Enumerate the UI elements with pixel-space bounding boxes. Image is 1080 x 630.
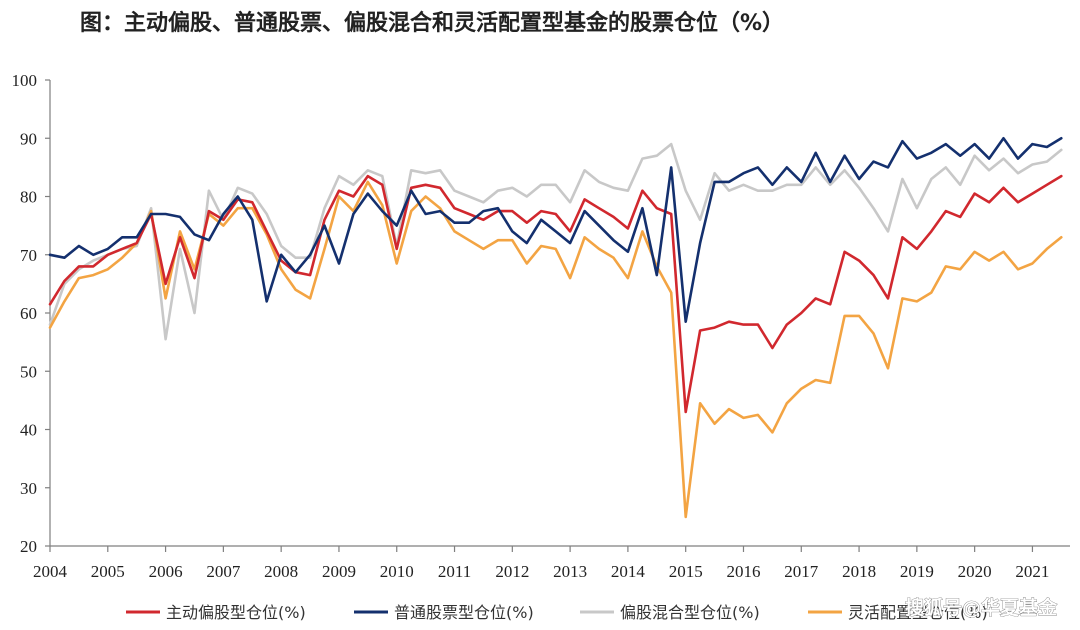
series-line-0 — [48, 174, 1063, 414]
legend-label-2: 偏股混合型仓位(%) — [620, 603, 760, 622]
y-tick-label: 80 — [20, 188, 37, 207]
x-tick-label: 2006 — [149, 562, 183, 581]
legend-label-1: 普通股票型仓位(%) — [394, 603, 534, 622]
y-tick-label: 40 — [20, 421, 37, 440]
x-tick-label: 2019 — [900, 562, 934, 581]
watermark: 搜狐号@华夏基金 — [905, 596, 1058, 619]
x-tick-label: 2017 — [784, 562, 819, 581]
x-tick-label: 2011 — [438, 562, 471, 581]
x-tick-label: 2021 — [1015, 562, 1049, 581]
chart-title: 图：主动偏股、普通股票、偏股混合和灵活配置型基金的股票仓位（%） — [80, 10, 784, 36]
y-tick-label: 50 — [20, 362, 37, 381]
x-tick-label: 2014 — [611, 562, 646, 581]
y-tick-label: 30 — [20, 479, 37, 498]
x-tick-label: 2013 — [553, 562, 587, 581]
x-tick-label: 2010 — [380, 562, 414, 581]
x-tick-label: 2004 — [33, 562, 68, 581]
x-tick-label: 2009 — [322, 562, 356, 581]
legend: 主动偏股型仓位(%) 普通股票型仓位(%) 偏股混合型仓位(%) 灵活配置型仓位(%) — [126, 603, 988, 622]
y-tick-label: 60 — [20, 304, 37, 323]
x-tick-label: 2018 — [842, 562, 876, 581]
axes: 20 30 40 50 60 70 80 90 100 2004 2005 2006 2007 2008 2… — [12, 71, 1070, 581]
y-tick-label: 90 — [20, 129, 37, 148]
x-tick-label: 2015 — [669, 562, 703, 581]
series-line-2 — [48, 142, 1063, 341]
x-tick-label: 2005 — [91, 562, 125, 581]
series-layer — [48, 137, 1063, 519]
x-tick-label: 2012 — [495, 562, 529, 581]
series-line-1 — [48, 137, 1063, 323]
y-tick-label: 20 — [20, 537, 37, 556]
legend-label-0: 主动偏股型仓位(%) — [166, 603, 306, 622]
x-tick-label: 2008 — [264, 562, 298, 581]
x-tick-label: 2020 — [958, 562, 992, 581]
x-tick-label: 2007 — [206, 562, 241, 581]
legend-label-3: 灵活配置型仓位(%) — [848, 603, 988, 622]
x-tick-label: 2016 — [726, 562, 760, 581]
y-tick-label: 100 — [12, 71, 38, 90]
y-tick-label: 70 — [20, 246, 37, 265]
